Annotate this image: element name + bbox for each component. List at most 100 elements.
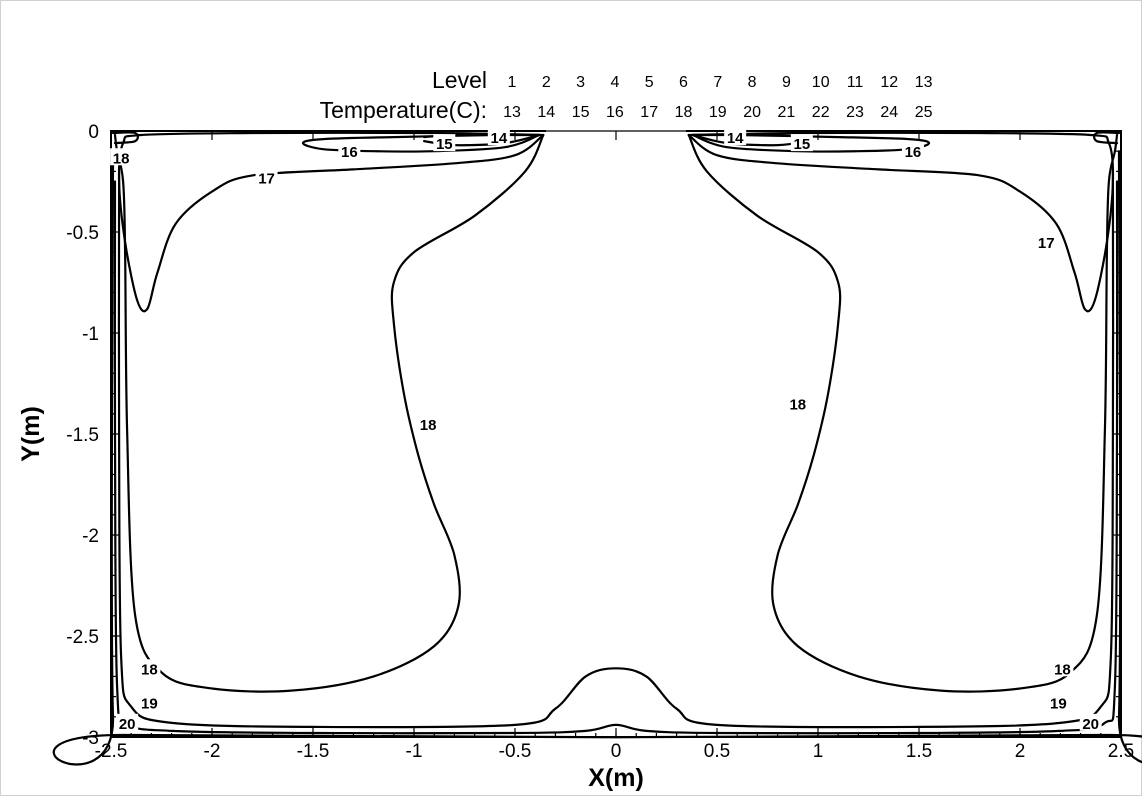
x-tick-label: 1	[813, 741, 824, 762]
contour-label-20: 20	[1082, 716, 1099, 733]
legend-value-17: 17	[640, 104, 658, 121]
legend-value-13: 13	[503, 104, 521, 121]
contour-label-bg	[255, 168, 278, 186]
contour-label-bg	[433, 134, 456, 152]
contour-label-18: 18	[789, 397, 806, 414]
contour-label-18: 18	[141, 661, 158, 678]
contour-label-18: 18	[420, 417, 437, 434]
y-tick-label: -2.5	[66, 627, 99, 648]
y-tick-label: -1	[82, 324, 99, 345]
legend-values-row: 13 14 15 16 17 18 19 20 21 22 23 24 25	[503, 104, 932, 121]
legend-level-5: 5	[645, 74, 654, 91]
y-tick-label: 0	[88, 122, 99, 143]
legend-levels-row: 1 2 3 4 5 6 7 8 9 10 11 12 13	[508, 74, 933, 91]
contour-label-bg	[138, 693, 161, 711]
contour-label-17: 17	[1038, 235, 1055, 252]
axis-ticks	[110, 130, 1122, 738]
x-tick-label: 2.5	[1108, 741, 1134, 762]
legend-value-23: 23	[846, 104, 864, 121]
legend-level-8: 8	[748, 74, 757, 91]
contour-label-bg	[110, 148, 133, 166]
legend-level-2: 2	[542, 74, 551, 91]
legend-value-15: 15	[572, 104, 590, 121]
contour-label-bg	[487, 128, 510, 146]
contour-label-bg	[901, 142, 924, 160]
contour-line-19	[117, 170, 1115, 729]
x-tick-label: 0	[611, 741, 622, 762]
legend-value-22: 22	[812, 104, 830, 121]
legend-level-1: 1	[508, 74, 517, 91]
contour-line-16	[691, 133, 931, 153]
contour-line-17	[117, 131, 545, 313]
contour-line-17	[687, 131, 1115, 313]
legend-level-label: Level	[432, 67, 487, 93]
contour-label-bg	[338, 142, 361, 160]
contour-line-21	[52, 150, 1142, 766]
legend-level-13: 13	[915, 74, 933, 91]
x-tick-label: 2	[1015, 741, 1026, 762]
contour-label-15: 15	[436, 136, 453, 153]
legend-value-label: Temperature(C):	[320, 97, 487, 123]
contour-label-bg	[1079, 713, 1102, 731]
contour-label-bg	[1035, 233, 1058, 251]
contour-label-bg	[138, 659, 161, 677]
legend: Level Temperature(C): 1 2 3 4 5 6 7 8 9 10 11 12 13 …	[320, 67, 933, 123]
plot-frame	[110, 130, 1122, 738]
y-tick-labels: 0 -0.5 -1 -1.5 -2 -2.5 -3	[66, 122, 99, 749]
contour-line-13	[1093, 131, 1121, 145]
legend-level-6: 6	[679, 74, 688, 91]
y-tick-label: -2	[82, 526, 99, 547]
contour-label-17: 17	[258, 170, 275, 187]
contour-label-18: 18	[113, 150, 130, 167]
legend-level-7: 7	[713, 74, 722, 91]
top-gap	[546, 127, 686, 133]
legend-value-24: 24	[880, 104, 898, 121]
x-tick-label: -1	[406, 741, 423, 762]
contour-label-bg	[1047, 693, 1070, 711]
contour-label-20: 20	[119, 716, 136, 733]
y-tick-label: -1.5	[66, 425, 99, 446]
contour-line-18	[687, 133, 1119, 693]
legend-level-3: 3	[576, 74, 585, 91]
y-tick-label: -3	[82, 728, 99, 749]
x-axis-title: X(m)	[588, 764, 644, 792]
legend-level-12: 12	[880, 74, 898, 91]
legend-value-20: 20	[743, 104, 761, 121]
legend-value-14: 14	[537, 104, 555, 121]
contour-label-bg	[786, 394, 809, 412]
legend-value-25: 25	[915, 104, 933, 121]
contour-label-bg	[116, 713, 139, 731]
y-tick-label: -0.5	[66, 223, 99, 244]
contour-label-14: 14	[727, 130, 744, 147]
contour-label-19: 19	[141, 696, 158, 713]
legend-level-4: 4	[610, 74, 619, 91]
x-tick-label: 1.5	[906, 741, 932, 762]
contour-line-13	[111, 131, 139, 145]
legend-value-18: 18	[675, 104, 693, 121]
contour-label-19: 19	[1050, 696, 1067, 713]
legend-value-19: 19	[709, 104, 727, 121]
contour-label-bg	[724, 128, 747, 146]
contour-label-bg	[417, 414, 440, 432]
x-tick-labels: -2.5 -2 -1.5 -1 -0.5 0 0.5 1 1.5 2 2.5	[95, 741, 1135, 762]
contour-line-18	[113, 133, 545, 693]
legend-level-10: 10	[812, 74, 830, 91]
legend-level-11: 11	[847, 74, 864, 91]
legend-value-16: 16	[606, 104, 624, 121]
contour-label-16: 16	[905, 144, 922, 161]
contour-label-bg	[1051, 659, 1074, 677]
contour-line-20	[113, 180, 1119, 735]
x-tick-label: 0.5	[704, 741, 730, 762]
x-tick-label: -2	[204, 741, 221, 762]
contour-labels: 14 15 16 17 18 18 18 19 20 14 15 16 17 18 18 19 20	[110, 128, 1102, 733]
contour-label-bg	[790, 134, 813, 152]
legend-level-9: 9	[782, 74, 791, 91]
contour-label-16: 16	[341, 144, 358, 161]
contour-lines	[52, 131, 1142, 766]
y-axis-title: Y(m)	[17, 406, 45, 462]
contour-label-14: 14	[490, 130, 507, 147]
legend-value-21: 21	[778, 104, 796, 121]
x-tick-label: -2.5	[95, 741, 128, 762]
